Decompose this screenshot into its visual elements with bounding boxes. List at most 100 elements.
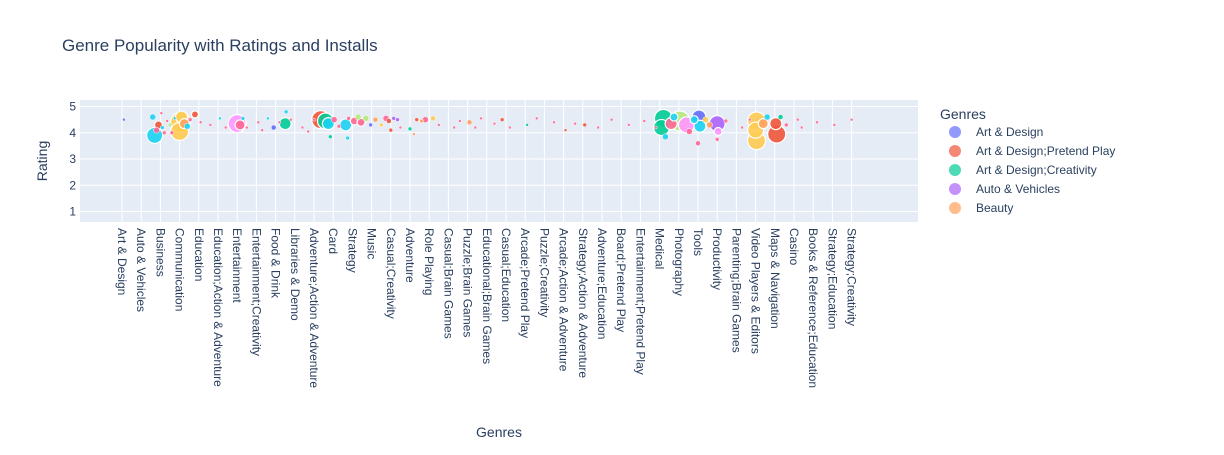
data-point[interactable] bbox=[414, 117, 419, 122]
data-point[interactable] bbox=[573, 121, 577, 126]
data-point[interactable] bbox=[534, 116, 539, 121]
data-point[interactable] bbox=[492, 121, 497, 126]
data-point[interactable] bbox=[458, 119, 462, 123]
data-point[interactable] bbox=[815, 120, 819, 125]
data-point[interactable] bbox=[330, 116, 338, 123]
data-point[interactable] bbox=[784, 122, 789, 128]
data-point[interactable] bbox=[240, 116, 246, 121]
data-point[interactable] bbox=[713, 126, 723, 137]
data-point[interactable] bbox=[398, 125, 403, 130]
data-point[interactable] bbox=[368, 122, 373, 128]
data-point[interactable] bbox=[187, 117, 193, 122]
legend-item[interactable]: Art & Design bbox=[949, 125, 1043, 139]
data-point[interactable] bbox=[757, 118, 769, 130]
data-point[interactable] bbox=[388, 127, 394, 133]
data-point[interactable] bbox=[563, 128, 568, 132]
data-point[interactable] bbox=[582, 122, 587, 128]
data-point[interactable] bbox=[499, 117, 505, 122]
data-point[interactable] bbox=[354, 113, 362, 121]
data-point[interactable] bbox=[395, 117, 400, 122]
data-point[interactable] bbox=[336, 123, 342, 129]
data-point[interactable] bbox=[609, 117, 614, 122]
data-point[interactable] bbox=[849, 117, 854, 122]
data-point[interactable] bbox=[763, 113, 771, 121]
data-point[interactable] bbox=[184, 122, 191, 130]
data-point[interactable] bbox=[300, 125, 305, 130]
data-point[interactable] bbox=[437, 123, 441, 127]
data-point[interactable] bbox=[283, 109, 289, 115]
data-point[interactable] bbox=[289, 117, 293, 122]
data-point[interactable] bbox=[769, 117, 783, 131]
data-point[interactable] bbox=[218, 116, 222, 121]
data-point[interactable] bbox=[740, 125, 744, 130]
data-point[interactable] bbox=[686, 128, 693, 135]
data-point[interactable] bbox=[362, 115, 370, 122]
data-point[interactable] bbox=[654, 125, 658, 130]
data-point[interactable] bbox=[198, 120, 203, 125]
data-point[interactable] bbox=[508, 125, 512, 130]
data-point[interactable] bbox=[223, 125, 228, 130]
data-point[interactable] bbox=[386, 118, 392, 124]
data-point[interactable] bbox=[662, 133, 669, 140]
data-point[interactable] bbox=[346, 116, 351, 121]
data-point[interactable] bbox=[832, 123, 837, 127]
legend-item[interactable]: Beauty bbox=[949, 201, 1013, 215]
data-point[interactable] bbox=[159, 111, 164, 115]
data-point[interactable] bbox=[706, 121, 713, 129]
data-point[interactable] bbox=[149, 113, 156, 121]
legend-item[interactable]: Art & Design;Creativity bbox=[949, 163, 1097, 177]
data-point[interactable] bbox=[161, 130, 167, 136]
data-point[interactable] bbox=[642, 119, 646, 123]
legend-item[interactable]: Auto & Vehicles bbox=[949, 182, 1060, 196]
legend[interactable]: Genres Art & Design Art & Design;Pretend … bbox=[940, 106, 1115, 215]
data-point[interactable] bbox=[173, 116, 177, 121]
data-point[interactable] bbox=[799, 125, 804, 130]
data-point[interactable] bbox=[419, 118, 424, 124]
y-tick-label: 1 bbox=[69, 205, 76, 219]
data-point[interactable] bbox=[234, 119, 246, 131]
data-point[interactable] bbox=[190, 110, 200, 119]
data-point[interactable] bbox=[466, 119, 473, 126]
data-point[interactable] bbox=[312, 117, 316, 122]
data-point[interactable] bbox=[777, 114, 784, 120]
data-point[interactable] bbox=[245, 125, 249, 130]
data-points[interactable] bbox=[122, 108, 854, 151]
data-point[interactable] bbox=[372, 116, 379, 123]
data-point[interactable] bbox=[596, 125, 600, 130]
data-point[interactable] bbox=[525, 123, 529, 127]
data-point[interactable] bbox=[552, 120, 556, 125]
data-point[interactable] bbox=[167, 122, 173, 128]
data-point[interactable] bbox=[270, 124, 277, 131]
data-point[interactable] bbox=[277, 120, 282, 125]
data-point[interactable] bbox=[306, 129, 310, 134]
data-point[interactable] bbox=[345, 135, 350, 141]
data-point[interactable] bbox=[328, 134, 333, 139]
data-point[interactable] bbox=[723, 118, 729, 124]
data-point[interactable] bbox=[208, 123, 213, 127]
data-point[interactable] bbox=[695, 140, 701, 147]
data-point[interactable] bbox=[266, 116, 270, 121]
data-point[interactable] bbox=[796, 117, 800, 122]
data-point[interactable] bbox=[702, 116, 709, 123]
data-point[interactable] bbox=[473, 125, 478, 130]
data-point[interactable] bbox=[260, 128, 264, 132]
legend-item[interactable]: Art & Design;Pretend Play bbox=[949, 144, 1115, 158]
data-point[interactable] bbox=[160, 125, 165, 130]
data-point[interactable] bbox=[430, 115, 436, 122]
data-point[interactable] bbox=[169, 130, 175, 136]
data-point[interactable] bbox=[256, 120, 261, 125]
data-point[interactable] bbox=[452, 125, 456, 130]
data-point[interactable] bbox=[378, 122, 384, 128]
data-point[interactable] bbox=[407, 126, 413, 132]
data-point[interactable] bbox=[412, 132, 416, 136]
data-point[interactable] bbox=[689, 115, 699, 125]
data-point[interactable] bbox=[153, 126, 160, 134]
data-point[interactable] bbox=[391, 116, 396, 121]
data-point[interactable] bbox=[748, 117, 752, 122]
data-point[interactable] bbox=[627, 123, 631, 127]
data-point[interactable] bbox=[165, 119, 169, 123]
data-point[interactable] bbox=[122, 117, 126, 122]
data-point[interactable] bbox=[479, 116, 483, 121]
data-point[interactable] bbox=[669, 112, 679, 122]
data-point[interactable] bbox=[714, 137, 720, 142]
